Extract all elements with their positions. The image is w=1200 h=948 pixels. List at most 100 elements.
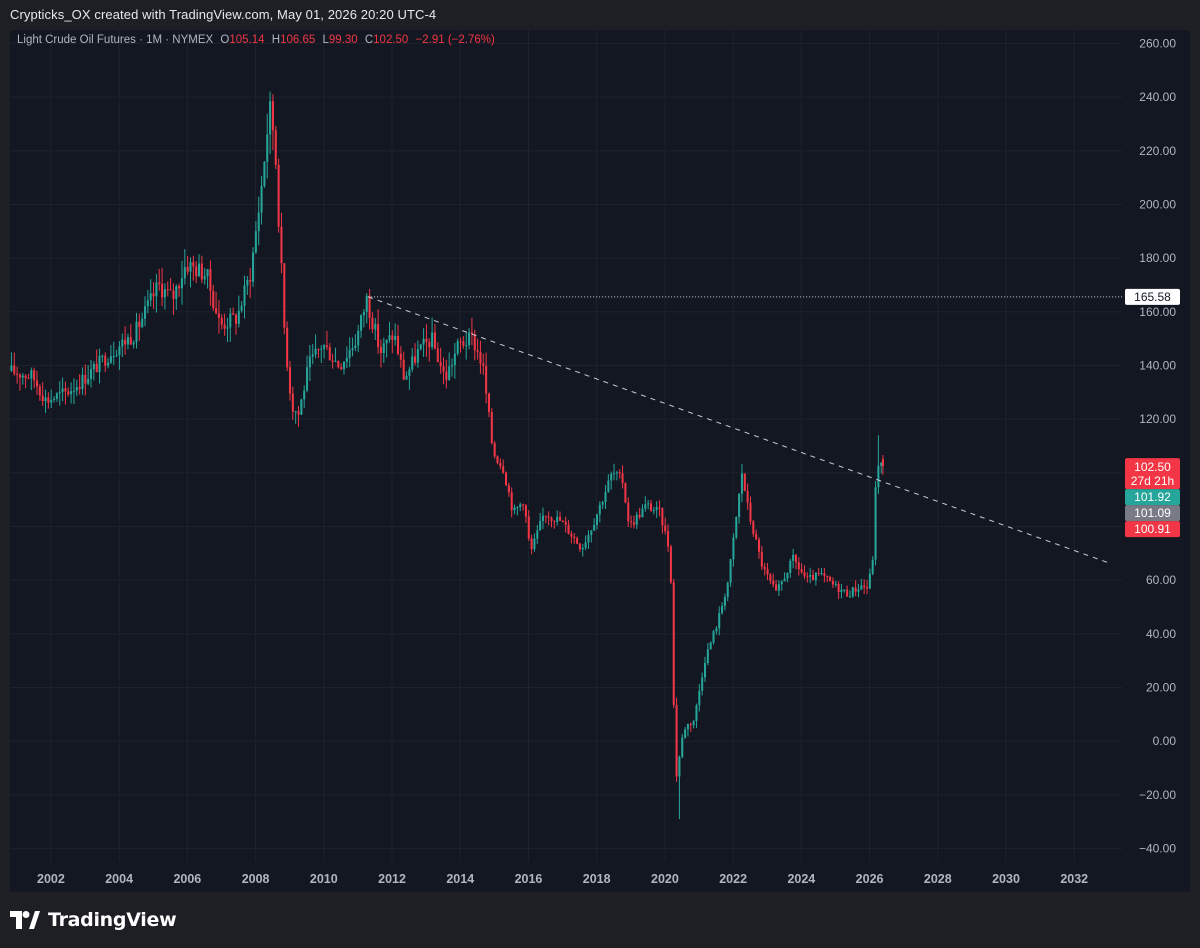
candle-body	[379, 346, 382, 354]
candle-body	[553, 520, 556, 522]
candle-body	[311, 354, 314, 357]
chart-panel[interactable]: 260.00 240.00 220.00 200.00 180.00 160.00 140.…	[10, 30, 1190, 892]
candle-body	[323, 345, 326, 349]
y-tick-label: 200.00	[1139, 197, 1176, 211]
y-tick-label: 160.00	[1139, 305, 1176, 319]
candle-body	[721, 605, 724, 614]
candle-body	[303, 390, 306, 400]
candle-body	[672, 582, 675, 705]
open-label: O	[220, 34, 230, 46]
candle-body	[570, 533, 573, 537]
candle-body	[635, 514, 638, 525]
candle-body	[863, 585, 866, 588]
candle-body	[630, 521, 633, 523]
candle-body	[38, 386, 41, 396]
candle-body	[604, 492, 607, 503]
candle-body	[757, 539, 761, 552]
candle-body	[641, 508, 644, 518]
candle-body	[496, 456, 499, 464]
candle-body	[661, 508, 664, 526]
candle-body	[826, 575, 829, 577]
candle-body	[792, 554, 795, 561]
candle-body	[834, 583, 837, 585]
candle-body	[664, 525, 667, 532]
candle-body	[655, 507, 658, 511]
candle-body	[72, 390, 75, 392]
candle-body	[365, 295, 368, 312]
candle-body	[178, 286, 181, 289]
x-tick-label: 2012	[378, 872, 406, 886]
candle-body	[740, 473, 743, 494]
candle-body	[172, 290, 175, 299]
x-tick-label: 2018	[583, 872, 611, 886]
candle-body	[35, 380, 39, 387]
price-tag-red-text: 100.91	[1134, 522, 1171, 536]
candle-body	[87, 378, 90, 384]
candle-body	[539, 520, 542, 531]
candle-body	[124, 339, 127, 345]
candle-body	[198, 263, 201, 277]
candle-body	[595, 514, 599, 525]
candle-body	[573, 536, 576, 539]
candle-body	[536, 530, 539, 539]
candle-body	[95, 363, 98, 373]
candle-body	[58, 391, 61, 394]
candle-body	[175, 286, 178, 299]
candle-body	[621, 473, 624, 484]
candle-body	[126, 337, 129, 345]
y-tick-label: 120.00	[1139, 412, 1176, 426]
candle-body	[843, 589, 846, 591]
candle-body	[675, 704, 678, 777]
candle-body	[408, 369, 411, 377]
x-tick-label: 2014	[446, 872, 474, 886]
candle-body	[652, 510, 655, 512]
candle-body	[769, 574, 772, 581]
last-price-value: 102.50	[1134, 460, 1171, 474]
candle-body	[809, 574, 812, 577]
candle-body	[698, 690, 701, 706]
candle-body	[615, 472, 618, 474]
candle-body	[394, 335, 397, 340]
candle-body	[226, 327, 229, 329]
resistance-price-tag-text: 165.58	[1134, 290, 1171, 304]
candle-body	[163, 289, 166, 298]
candlestick-chart[interactable]: 260.00 240.00 220.00 200.00 180.00 160.00 140.…	[10, 30, 1190, 892]
candle-body	[647, 503, 650, 505]
candle-body	[436, 348, 439, 362]
candle-body	[627, 502, 630, 522]
candle-body	[223, 324, 226, 329]
tradingview-logo[interactable]: TradingView	[10, 906, 177, 934]
candle-body	[678, 756, 681, 777]
symbol-name: Light Crude Oil Futures · 1M · NYMEX	[17, 34, 214, 46]
y-tick-label: 40.00	[1146, 627, 1176, 641]
candle-body	[55, 393, 58, 399]
candle-body	[325, 345, 328, 348]
candle-body	[763, 566, 766, 570]
candle-body	[439, 361, 442, 367]
y-tick-label: 140.00	[1139, 358, 1176, 372]
candle-body	[368, 295, 371, 318]
candle-body	[718, 613, 721, 629]
candle-body	[848, 596, 851, 598]
candle-body	[638, 514, 641, 518]
candle-body	[271, 101, 274, 131]
candle-body	[24, 375, 27, 379]
candle-body	[459, 341, 462, 343]
candle-body	[382, 343, 385, 354]
candle-body	[53, 398, 56, 400]
candle-body	[243, 285, 246, 306]
candle-body	[212, 290, 215, 308]
candle-body	[396, 335, 400, 354]
candle-body	[229, 313, 232, 328]
candle-body	[288, 367, 292, 394]
y-tick-label: −40.00	[1139, 842, 1176, 856]
candle-body	[411, 356, 414, 370]
candle-body	[232, 313, 235, 315]
candle-body	[715, 628, 718, 632]
candle-body	[180, 278, 183, 289]
candle-body	[613, 473, 616, 475]
symbol-legend: Light Crude Oil Futures · 1M · NYMEX O10…	[17, 34, 495, 46]
candle-body	[374, 324, 377, 330]
candle-body	[524, 505, 527, 517]
x-tick-label: 2016	[515, 872, 543, 886]
